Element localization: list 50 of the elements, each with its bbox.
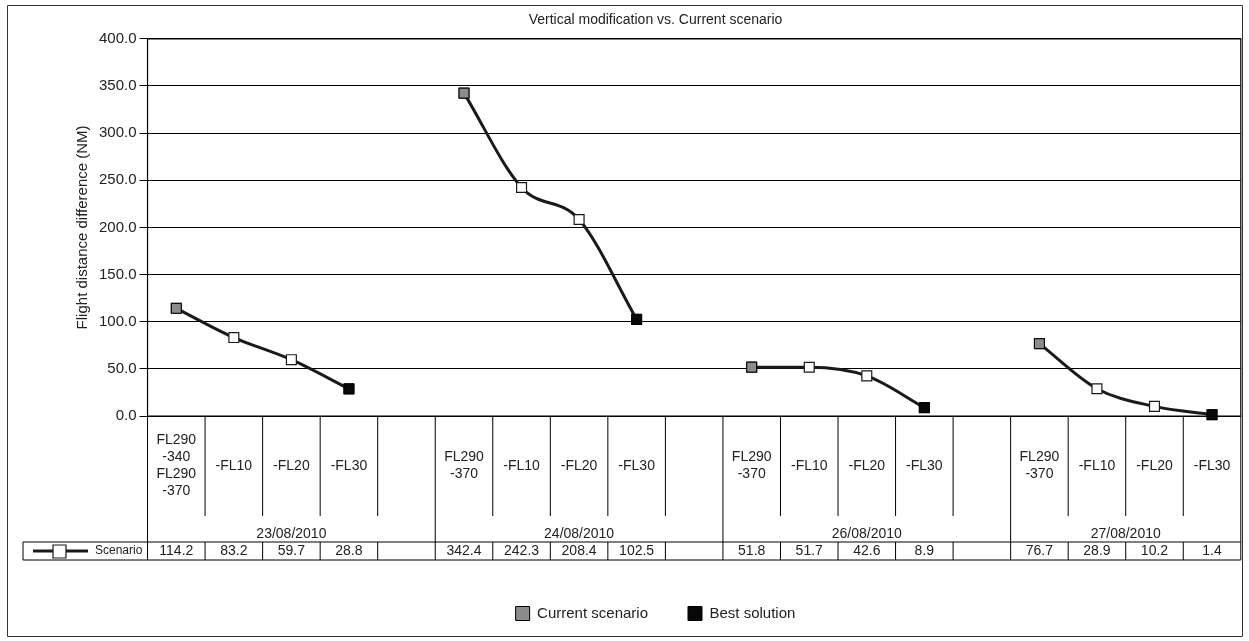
data-label: 51.7 [795,541,824,558]
data-label: 42.6 [853,541,881,558]
data-label: 114.2 [159,541,194,558]
x-tick-label: FL290-340 FL290-370 [156,431,197,499]
x-tick-label: FL290-370 [1019,448,1060,482]
data-label: 102.5 [619,541,655,558]
y-axis-title: Flight distance difference (NM) [73,125,91,330]
y-tick-label: 250.0 [98,170,137,188]
data-label: 76.7 [1025,541,1054,558]
text: 27/08/2010 [1090,524,1161,541]
x-tick-label: -FL30 [1193,456,1231,473]
data-label: 28.8 [335,541,363,558]
data-label: 8.9 [914,541,935,558]
x-tick-label: -FL10 [215,456,253,473]
y-tick-label: 400.0 [98,28,137,46]
x-tick-label: -FL10 [790,456,828,473]
data-label: 51.8 [738,541,766,558]
x-tick-label: -FL30 [618,456,656,473]
data-label: 59.7 [277,541,306,558]
y-tick-label: 50.0 [107,358,137,376]
x-tick-label: -FL10 [503,456,541,473]
data-label: 1.4 [1202,541,1222,558]
x-tick-label: -FL20 [848,456,886,473]
data-label: 10.2 [1140,541,1169,558]
x-tick-label: -FL10 [1078,456,1116,473]
y-tick-label: 100.0 [98,311,137,329]
x-tick-label: -FL30 [906,456,943,473]
text: 26/08/2010 [831,524,903,541]
y-tick-label: 350.0 [98,76,137,94]
y-tick-label: 0.0 [115,406,137,424]
x-tick-label: FL290-370 [731,448,772,482]
text: 24/08/2010 [544,524,615,541]
data-label: 28.9 [1083,541,1111,558]
legend-label: Scenario [95,543,143,558]
x-tick-label: -FL20 [1136,456,1173,473]
data-label: 208.4 [561,541,597,558]
text: 23/08/2010 [256,524,327,541]
data-label: 342.4 [446,541,482,558]
x-tick-label: -FL30 [330,456,368,473]
y-tick-label: 150.0 [98,264,137,282]
x-tick-label: -FL20 [560,456,598,473]
data-label: 242.3 [504,541,540,558]
data-label: 83.2 [220,541,248,558]
chart-title: Vertical modification vs. Current scenario [528,11,783,28]
y-tick-label: 300.0 [98,123,137,141]
x-tick-label: FL290-370 [444,448,485,482]
y-tick-label: 200.0 [98,217,137,235]
legend-label: Current scenario [537,603,649,621]
legend-label: Best solution [709,603,796,621]
x-tick-label: -FL20 [273,456,310,473]
